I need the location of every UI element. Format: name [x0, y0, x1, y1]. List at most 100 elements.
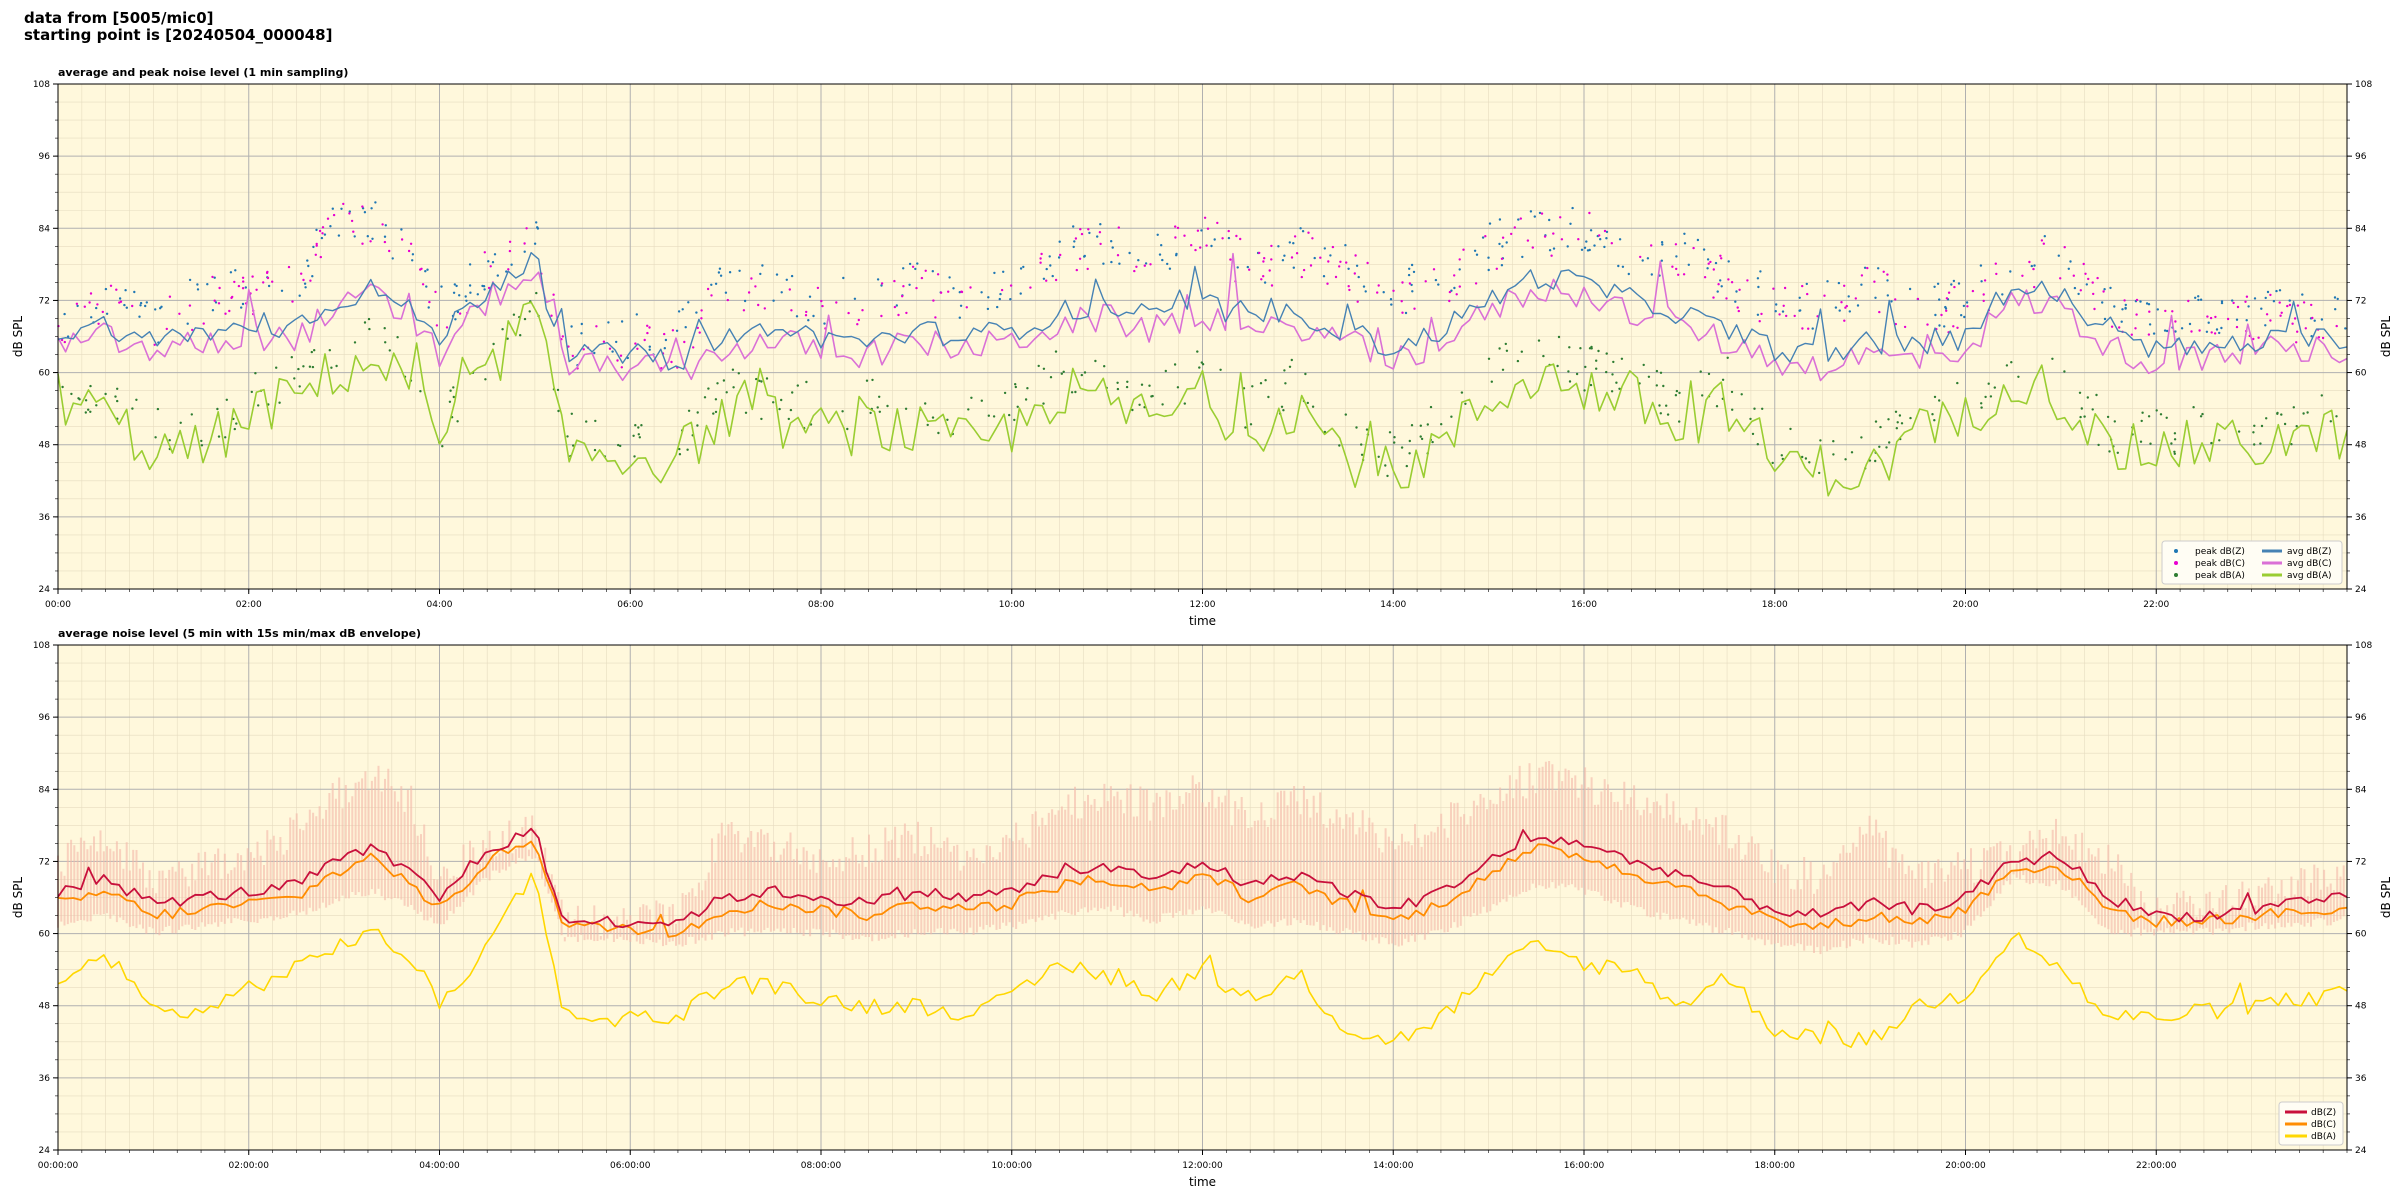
peak-a-point — [1219, 368, 1222, 371]
peak-c-point — [2321, 336, 2325, 340]
peak-c-point — [1099, 242, 1102, 246]
peak-a-point — [987, 414, 990, 417]
peak-z-point — [1675, 255, 1678, 258]
peak-z-point — [133, 290, 136, 294]
x-axis-label: time — [1189, 1175, 1216, 1189]
peak-a-point — [1894, 410, 1898, 413]
peak-a-point — [1568, 346, 1571, 349]
peak-c-point — [790, 309, 793, 312]
peak-c-point — [2280, 311, 2283, 314]
peak-z-point — [648, 345, 651, 348]
peak-c-point — [1345, 261, 1348, 264]
peak-z-point — [1355, 264, 1359, 267]
peak-z-point — [728, 271, 732, 274]
peak-c-point — [692, 346, 695, 349]
peak-c-point — [646, 331, 649, 335]
peak-a-point — [1140, 383, 1144, 386]
peak-z-point — [1938, 324, 1941, 327]
peak-c-point — [893, 305, 897, 309]
peak-z-point — [139, 304, 142, 307]
peak-c-point — [2269, 319, 2272, 322]
peak-a-point — [696, 411, 699, 414]
peak-z-point — [1407, 273, 1411, 277]
peak-a-point — [732, 386, 735, 389]
peak-z-point — [620, 320, 624, 323]
peak-c-point — [217, 302, 221, 305]
chart-title: average noise level (5 min with 15s min/… — [58, 627, 421, 640]
peak-z-point — [1886, 294, 1890, 297]
y-tick-label-right: 24 — [2355, 585, 2367, 595]
data-source-label: data from [5005/mic0] — [24, 9, 214, 27]
peak-c-point — [2084, 272, 2087, 275]
peak-a-point — [869, 411, 872, 415]
peak-c-point — [1354, 254, 1357, 257]
peak-c-point — [1347, 285, 1350, 288]
peak-c-point — [608, 347, 612, 350]
peak-c-point — [420, 267, 423, 270]
peak-z-point — [138, 315, 141, 318]
peak-a-point — [1771, 461, 1774, 465]
peak-z-point — [2073, 286, 2077, 290]
peak-z-point — [908, 283, 911, 286]
x-tick-label: 18:00:00 — [1755, 1161, 1796, 1171]
peak-z-point — [411, 259, 414, 262]
peak-z-point — [2220, 300, 2224, 303]
peak-z-point — [76, 304, 79, 308]
peak-c-point — [2130, 333, 2133, 336]
peak-z-point — [188, 278, 192, 282]
peak-a-point — [396, 336, 399, 339]
peak-a-point — [1658, 404, 1661, 407]
peak-a-point — [678, 447, 681, 451]
peak-a-point — [846, 427, 849, 431]
peak-z-point — [1501, 245, 1504, 248]
peak-c-point — [2110, 325, 2114, 328]
peak-z-point — [1727, 260, 1730, 263]
peak-a-point — [2113, 420, 2116, 423]
peak-a-point — [2295, 425, 2298, 428]
peak-z-point — [1434, 278, 1438, 282]
series-avg-z — [57, 251, 2348, 371]
peak-z-point — [1498, 218, 1502, 221]
peak-c-point — [1334, 275, 1338, 279]
peak-c-point — [1588, 211, 1591, 215]
peak-z-point — [759, 272, 762, 276]
y-axis-label-right: dB SPL — [2379, 877, 2393, 919]
peak-a-point — [1183, 402, 1187, 405]
peak-z-point — [1856, 304, 1860, 307]
peak-z-point — [2278, 289, 2282, 292]
peak-z-point — [1934, 313, 1937, 317]
peak-a-point — [1037, 364, 1040, 368]
peak-a-point — [2097, 443, 2100, 447]
y-tick-label-right: 84 — [2355, 224, 2367, 234]
peak-c-point — [1994, 262, 1998, 265]
peak-z-point — [427, 306, 430, 309]
peak-c-point — [525, 227, 528, 230]
peak-c-point — [1408, 282, 1412, 285]
peak-c-point — [1543, 235, 1547, 238]
peak-z-point — [1160, 244, 1163, 247]
peak-c-point — [2118, 326, 2121, 329]
peak-c-point — [911, 265, 915, 268]
x-tick-label: 22:00:00 — [2136, 1161, 2177, 1171]
peak-a-point — [1080, 373, 1084, 377]
peak-z-point — [1144, 262, 1148, 265]
series-avg-a — [57, 301, 2348, 497]
peak-z-point — [440, 285, 443, 288]
peak-z-point — [464, 295, 467, 298]
peak-z-point — [196, 283, 199, 286]
peak-a-point — [1933, 395, 1937, 399]
peak-c-point — [920, 276, 924, 280]
peak-z-point — [1048, 255, 1051, 258]
peak-z-point — [1410, 263, 1414, 267]
peak-c-point — [2232, 301, 2235, 305]
peak-c-point — [648, 326, 651, 329]
peak-c-point — [2072, 274, 2075, 277]
peak-a-point — [1620, 357, 1624, 360]
peak-a-point — [572, 444, 575, 447]
peak-a-point — [2283, 422, 2287, 426]
peak-a-point — [904, 407, 908, 410]
peak-z-point — [482, 285, 486, 288]
peak-a-point — [1537, 339, 1541, 342]
peak-c-point — [1258, 251, 1261, 255]
peak-c-point — [2252, 337, 2255, 341]
